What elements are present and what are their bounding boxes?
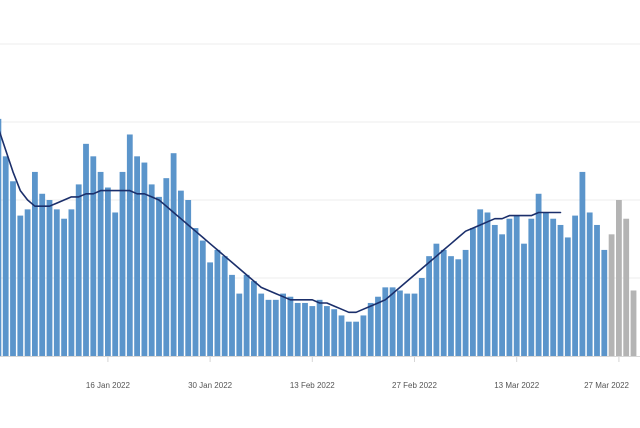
- bar: [353, 321, 359, 356]
- bar: [2, 156, 9, 356]
- bar: [521, 243, 527, 356]
- bar: [105, 187, 111, 356]
- bar: [360, 315, 367, 356]
- bar: [411, 293, 418, 356]
- x-tick-label: 27 Feb 2022: [392, 381, 437, 390]
- bar: [462, 249, 469, 356]
- bars: [0, 118, 637, 356]
- bar: [345, 321, 352, 356]
- bar: [601, 249, 608, 356]
- bar: [586, 212, 593, 356]
- bar: [506, 218, 513, 356]
- bar: [375, 296, 381, 356]
- bar: [207, 262, 213, 356]
- bar: [477, 209, 484, 356]
- incomplete-bar: [616, 200, 622, 356]
- rolling-average-line: [0, 130, 562, 314]
- bar: [564, 237, 571, 356]
- rolling-average-path: [0, 130, 562, 314]
- bar: [309, 306, 316, 356]
- bar: [134, 156, 140, 356]
- x-tick-label: 16 Jan 2022: [86, 381, 131, 390]
- bar: [0, 118, 2, 356]
- bar: [280, 293, 286, 356]
- bar: [185, 200, 192, 356]
- bar: [97, 171, 104, 356]
- bar: [550, 218, 557, 356]
- bar: [491, 224, 498, 356]
- bar: [287, 296, 294, 356]
- x-tick-label: 13 Mar 2022: [494, 381, 539, 390]
- bar: [448, 256, 454, 356]
- bar: [579, 171, 586, 356]
- bar: [170, 153, 177, 356]
- bar: [418, 278, 425, 356]
- x-tick-label: 13 Feb 2022: [290, 381, 335, 390]
- bar: [433, 243, 440, 356]
- bar: [236, 293, 243, 356]
- bar: [46, 200, 53, 356]
- bar: [148, 184, 155, 356]
- bar: [24, 209, 31, 356]
- x-axis-ticks: 16 Jan 2022 30 Jan 2022 13 Feb 2022 27 Feb …: [86, 357, 630, 390]
- x-tick-label: 27 Mar 2022: [584, 381, 629, 390]
- bar: [382, 287, 389, 356]
- bar: [214, 249, 221, 356]
- bar: [199, 240, 206, 356]
- bar: [572, 215, 578, 356]
- bar: [163, 178, 170, 356]
- bar: [32, 171, 38, 356]
- bar: [156, 196, 162, 356]
- bar: [17, 215, 24, 356]
- bar: [338, 315, 345, 356]
- incomplete-bar: [623, 218, 630, 356]
- bar: [440, 249, 447, 356]
- bar: [484, 212, 491, 356]
- bar: [528, 218, 535, 356]
- bar: [192, 228, 199, 356]
- bar: [455, 259, 462, 356]
- bar: [178, 190, 184, 356]
- bar: [61, 218, 67, 356]
- bar: [265, 299, 272, 356]
- bar: [397, 290, 403, 356]
- bar: [331, 309, 338, 356]
- bar: [324, 306, 330, 356]
- bar: [367, 302, 374, 356]
- bar: [112, 212, 119, 356]
- bar: [221, 256, 228, 356]
- bar: [294, 302, 301, 356]
- bar: [229, 274, 235, 356]
- bar: [316, 299, 323, 356]
- bar: [543, 212, 549, 356]
- bar: [119, 171, 126, 356]
- bar: [90, 156, 97, 356]
- bar: [243, 274, 250, 356]
- bar: [68, 209, 75, 356]
- bar: [404, 293, 411, 356]
- bar: [557, 224, 564, 356]
- incomplete-bar: [630, 290, 637, 356]
- bar: [126, 134, 133, 356]
- bar: [75, 184, 82, 356]
- bar: [272, 299, 279, 356]
- bar: [535, 193, 542, 356]
- bar: [83, 143, 89, 356]
- bar: [53, 209, 60, 356]
- bar: [389, 287, 396, 356]
- bar: [426, 256, 432, 356]
- bar: [251, 281, 257, 356]
- bar: [141, 162, 148, 356]
- bar: [594, 224, 600, 356]
- bar: [258, 293, 265, 356]
- bar: [470, 228, 476, 356]
- bar: [302, 302, 308, 356]
- bar: [39, 193, 46, 356]
- bar: [513, 215, 520, 356]
- incomplete-bar: [608, 234, 615, 356]
- x-tick-label: 30 Jan 2022: [188, 381, 233, 390]
- bar: [10, 181, 16, 356]
- bar: [499, 234, 505, 356]
